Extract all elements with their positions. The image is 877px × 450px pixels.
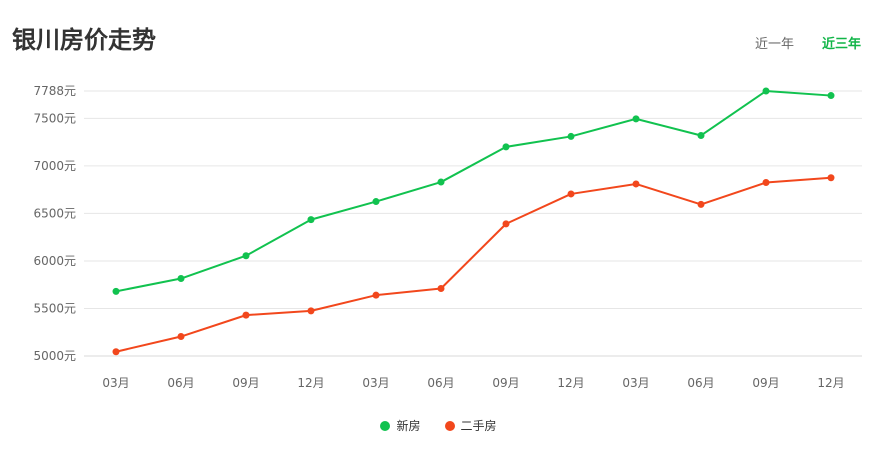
series-layer	[112, 87, 835, 356]
page-title: 银川房价走势	[12, 26, 156, 54]
data-point-0[interactable]	[437, 178, 445, 186]
data-point-1[interactable]	[762, 179, 770, 187]
grid-layer	[84, 90, 862, 357]
x-tick-label: 09月	[492, 376, 519, 390]
x-tick-label: 06月	[427, 376, 454, 390]
legend-dot-resale-icon	[444, 420, 455, 431]
data-point-1[interactable]	[307, 307, 315, 315]
data-point-1[interactable]	[437, 285, 445, 293]
x-tick-label: 03月	[362, 376, 389, 390]
x-tick-label: 12月	[817, 376, 844, 390]
data-point-1[interactable]	[177, 333, 185, 341]
data-point-0[interactable]	[112, 287, 120, 295]
x-tick-label: 06月	[687, 376, 714, 390]
y-tick-label: 7788元	[33, 84, 76, 98]
legend-item-resale[interactable]: 二手房	[444, 417, 497, 434]
data-point-1[interactable]	[112, 348, 120, 356]
data-point-0[interactable]	[632, 115, 640, 123]
data-point-0[interactable]	[827, 92, 835, 100]
data-point-1[interactable]	[697, 200, 705, 208]
x-tick-label: 12月	[297, 376, 324, 390]
x-tick-label: 03月	[622, 376, 649, 390]
y-tick-label: 7000元	[33, 159, 76, 173]
x-tick-label: 03月	[102, 376, 129, 390]
period-tabs: 近一年 近三年	[755, 33, 861, 52]
data-point-1[interactable]	[502, 220, 510, 228]
y-tick-label: 6000元	[33, 254, 76, 268]
y-tick-label: 5500元	[33, 301, 76, 315]
series-line-1	[115, 176, 832, 353]
data-point-1[interactable]	[567, 190, 575, 198]
legend: 新房 二手房	[0, 417, 877, 434]
data-point-1[interactable]	[372, 291, 380, 299]
legend-item-new[interactable]: 新房	[380, 417, 421, 434]
data-point-1[interactable]	[632, 180, 640, 188]
price-trend-chart: 5000元 5500元 6000元 6500元 7000元 7500元 7788元 03月 06…	[33, 84, 862, 390]
data-point-0[interactable]	[307, 216, 315, 224]
data-point-0[interactable]	[372, 198, 380, 206]
data-point-0[interactable]	[177, 275, 185, 283]
y-tick-label: 6500元	[33, 206, 76, 220]
axis-layer: 5000元 5500元 6000元 6500元 7000元 7500元 7788元 03月 06…	[33, 84, 862, 390]
legend-label-new: 新房	[396, 419, 421, 433]
x-tick-label: 09月	[752, 376, 779, 390]
series-line-0	[115, 90, 832, 293]
data-point-0[interactable]	[242, 252, 250, 260]
x-tick-label: 12月	[557, 376, 584, 390]
x-tick-label: 09月	[232, 376, 259, 390]
data-point-0[interactable]	[502, 143, 510, 151]
legend-dot-new-icon	[380, 420, 391, 431]
y-tick-label: 7500元	[33, 111, 76, 125]
data-point-0[interactable]	[567, 132, 575, 140]
legend-label-resale: 二手房	[460, 419, 497, 433]
data-point-1[interactable]	[242, 311, 250, 319]
x-tick-label: 06月	[167, 376, 194, 390]
data-point-0[interactable]	[697, 131, 705, 139]
data-point-1[interactable]	[827, 174, 835, 182]
tab-one-year[interactable]: 近一年	[754, 37, 794, 52]
tab-three-years[interactable]: 近三年	[821, 37, 861, 52]
data-point-0[interactable]	[762, 87, 770, 95]
y-tick-label: 5000元	[33, 349, 76, 363]
